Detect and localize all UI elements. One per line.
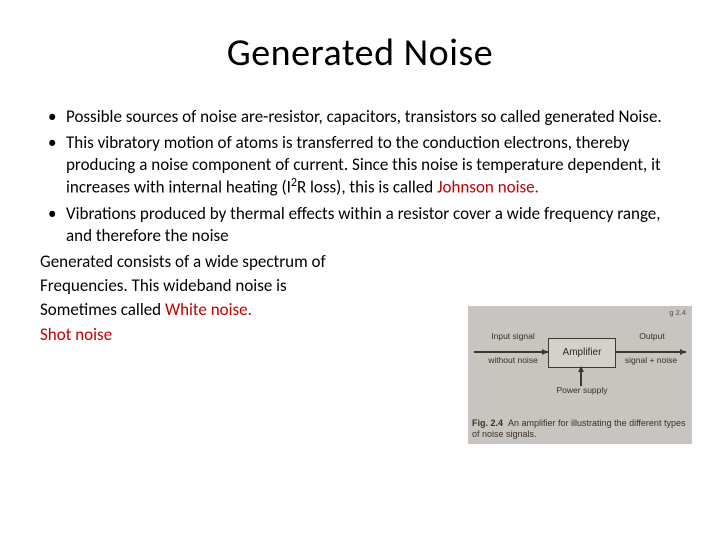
white-noise: White noise. bbox=[165, 299, 252, 320]
label-power-supply: Power supply bbox=[552, 386, 612, 395]
amplifier-figure: g 2.4 Input signal without noise Output … bbox=[468, 306, 692, 444]
label-signal-plus-noise: signal + noise bbox=[618, 356, 684, 365]
arrow-power bbox=[578, 366, 584, 372]
bullet-list: Possible sources of noise are-resistor, … bbox=[40, 106, 680, 247]
figure-inner: g 2.4 Input signal without noise Output … bbox=[468, 306, 692, 444]
johnson-noise: Johnson noise. bbox=[437, 177, 539, 198]
wrap-line-2: Frequencies. This wideband noise is bbox=[40, 275, 680, 297]
bullet-2-b: R loss), this is called bbox=[297, 177, 437, 198]
bullet-2: This vibratory motion of atoms is transf… bbox=[40, 132, 680, 199]
amplifier-box: Amplifier bbox=[548, 338, 616, 368]
figure-caption: Fig. 2.4 An amplifier for illustrating t… bbox=[472, 418, 688, 441]
slide-title: Generated Noise bbox=[40, 30, 680, 76]
slide: Generated Noise Possible sources of nois… bbox=[0, 0, 720, 540]
label-input-signal: Input signal bbox=[484, 332, 542, 341]
wrap-line-3-a: Sometimes called bbox=[40, 299, 165, 320]
arrow-output bbox=[680, 349, 686, 355]
line-output bbox=[616, 351, 686, 353]
label-output: Output bbox=[624, 332, 680, 341]
wrap-line-1: Generated consists of a wide spectrum of bbox=[40, 251, 680, 273]
line-input bbox=[474, 351, 548, 353]
caption-text: An amplifier for illustrating the differ… bbox=[472, 418, 685, 439]
figure-top-fragment: g 2.4 bbox=[669, 308, 686, 317]
bullet-1: Possible sources of noise are-resistor, … bbox=[40, 106, 680, 128]
bullet-3: Vibrations produced by thermal effects w… bbox=[40, 203, 680, 247]
caption-fig-num: Fig. 2.4 bbox=[472, 418, 503, 428]
label-without-noise: without noise bbox=[484, 356, 542, 365]
bullet-3-text: Vibrations produced by thermal effects w… bbox=[66, 203, 661, 246]
bullet-1-text: Possible sources of noise are-resistor, … bbox=[66, 106, 662, 127]
